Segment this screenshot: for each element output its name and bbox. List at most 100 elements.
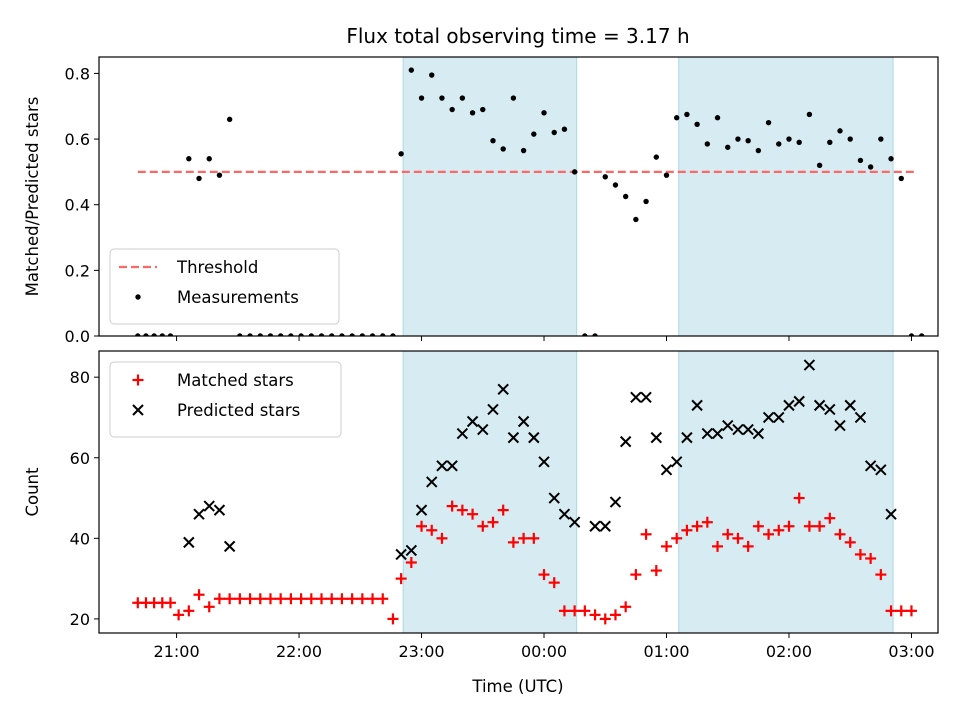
data-point [711,427,724,440]
bottom-panel: 21:00 22:00 23:00 00:00 01:00 02:00 03:00 20 40 6… [23,350,939,661]
top-panel: 0.0 0.2 0.4 0.6 0.8 Matched/Predicted stars Th… [23,56,939,346]
data-point [497,383,509,395]
legend-box [109,248,340,325]
data-point [786,136,792,142]
data-point [415,504,428,516]
data-point [814,520,826,532]
data-point [405,557,417,568]
data-point [336,593,348,605]
data-point [609,609,621,621]
data-point [500,146,506,152]
data-point [885,508,897,520]
series-measurements [135,67,925,336]
series-predicted-stars [183,359,897,561]
data-point [517,415,530,428]
data-point [568,516,581,528]
data-point [592,333,598,336]
data-point [275,593,287,605]
data-point [480,106,486,113]
data-point [834,528,846,540]
data-point [318,333,325,336]
data-point [571,169,578,175]
data-point [477,423,489,436]
legend-plus-marker [132,374,144,386]
data-point [622,193,629,200]
data-point [193,508,205,520]
data-point [226,116,233,123]
y-tick-label: 0.0 [65,327,90,346]
data-point [725,144,731,150]
data-point [681,431,693,444]
data-point [691,520,703,532]
data-point [660,540,672,552]
data-point [490,138,496,144]
data-point [701,427,714,440]
data-point [257,333,263,336]
data-point [793,395,805,408]
data-point [349,333,355,336]
data-point [888,156,894,162]
data-point [469,110,476,116]
data-point [867,164,874,170]
data-point [223,540,236,553]
axes-frame [98,350,939,634]
data-point [793,492,805,504]
data-point [398,151,404,157]
data-point [701,516,713,528]
data-point [395,573,407,585]
data-point [487,403,499,416]
data-point [418,95,425,101]
data-point [640,528,652,540]
data-point [277,333,284,336]
data-point [602,174,608,180]
y-tick-label: 80 [70,368,90,387]
data-point [264,593,276,605]
data-point [558,508,571,520]
data-point [193,589,205,601]
data-point [216,172,223,178]
legend-label: Threshold [176,258,258,277]
data-point [356,593,368,605]
legend-label: Matched stars [177,371,294,390]
data-point [694,121,700,127]
x-tick-label: 23:00 [398,642,444,661]
data-point [691,399,703,412]
data-point [429,72,435,78]
data-point [436,460,448,472]
data-point [143,333,149,336]
data-point [446,500,458,512]
data-point [244,593,256,605]
data-point [173,609,185,621]
y-tick-label: 0.4 [65,196,90,215]
shaded-interval-1 [678,56,894,337]
data-point [183,536,195,549]
data-point [844,399,856,412]
data-point [776,141,782,147]
x-tick-label: 22:00 [276,642,322,661]
data-point [783,399,795,412]
data-point [714,115,721,121]
data-point [857,157,864,164]
data-point [660,464,673,476]
data-point [752,427,765,440]
data-point [459,95,466,101]
data-point [640,391,652,404]
data-point [735,136,741,142]
data-point [267,333,274,336]
data-point [653,154,659,160]
data-point [183,605,195,617]
data-point [308,333,315,336]
data-point [599,520,611,532]
data-point [285,593,297,605]
x-tick-label: 00:00 [521,642,567,661]
data-point [288,333,294,336]
data-point [196,175,202,182]
legend: Matched stars Predicted stars [109,361,342,438]
y-tick-label: 40 [70,529,90,548]
data-point [670,456,683,468]
data-point [426,524,438,536]
data-point [582,333,588,336]
data-point [763,528,775,540]
data-point [589,520,601,532]
data-point [650,431,662,444]
